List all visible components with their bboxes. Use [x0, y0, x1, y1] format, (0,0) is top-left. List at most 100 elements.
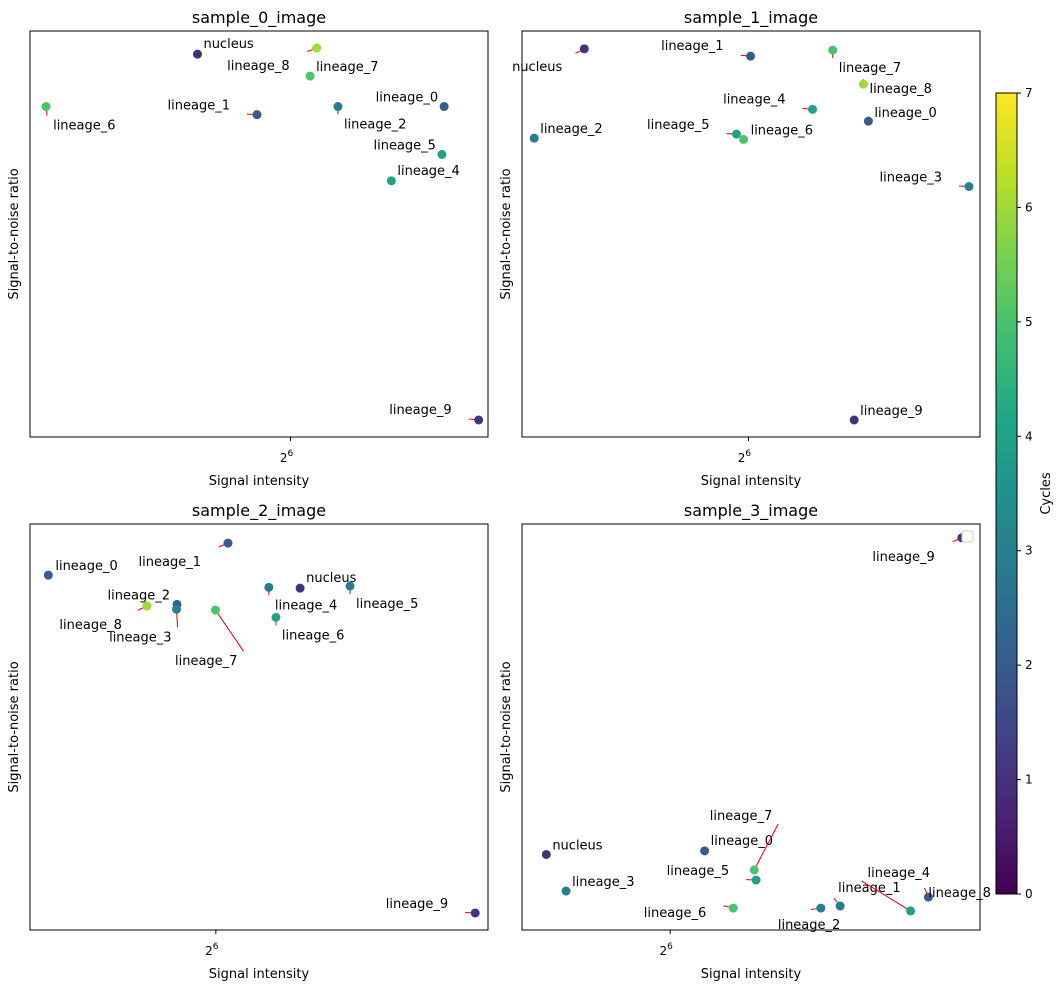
- x-tick-label: 26: [738, 449, 752, 465]
- scatter-point-lineage_4: [808, 104, 818, 114]
- scatter-point-lineage_7: [305, 71, 315, 81]
- scatter-point-lineage_4: [906, 906, 916, 916]
- x-axis-label: Signal intensity: [701, 474, 802, 489]
- scatter-point-lineage_8: [312, 43, 322, 53]
- subplot-1: sample_1_image Signal intensity Signal-to-…: [499, 8, 981, 489]
- point-label: lineage_1: [168, 99, 230, 114]
- colorbar-tick-label: 3: [1025, 544, 1033, 558]
- colorbar-gradient: [996, 93, 1017, 894]
- scatter-point-lineage_0: [700, 846, 710, 856]
- scatter-point-lineage_0: [43, 570, 53, 580]
- point-label: lineage_6: [282, 628, 344, 643]
- scatter-point-lineage_2: [816, 903, 826, 913]
- leader-line: [215, 609, 244, 652]
- point-label: nucleus: [512, 60, 562, 75]
- colorbar-tick-label: 6: [1025, 200, 1033, 214]
- scatter-point-lineage_4: [264, 582, 274, 592]
- scatter-point-lineage_6: [739, 134, 749, 144]
- colorbar-tick-label: 7: [1025, 86, 1033, 100]
- scatter-point-lineage_5: [731, 129, 741, 139]
- point-label: lineage_1: [661, 39, 723, 54]
- scatter-point-lineage_2: [529, 133, 539, 143]
- y-axis-label: Signal-to-noise ratio: [7, 661, 22, 792]
- x-tick-label: 26: [205, 942, 219, 958]
- point-label: lineage_1: [838, 881, 900, 896]
- scatter-point-lineage_3: [561, 886, 571, 896]
- scatter-point-lineage_4: [386, 176, 396, 186]
- point-label: lineage_9: [386, 897, 448, 912]
- axes-frame: [29, 523, 489, 931]
- scatter-point-lineage_8: [858, 79, 868, 89]
- scatter-point-lineage_3: [964, 181, 974, 191]
- point-label: lineage_4: [275, 598, 337, 613]
- scatter-point-lineage_8: [923, 892, 933, 902]
- colorbar: 0 1 2 3 4 5 6 7 Cycles: [995, 86, 1054, 901]
- point-label: nucleus: [552, 838, 602, 853]
- point-label: lineage_0: [55, 559, 117, 574]
- x-tick-label: 26: [280, 449, 294, 465]
- scatter-point-lineage_8: [142, 601, 152, 611]
- point-label: lineage_6: [644, 906, 706, 921]
- scatter-point-lineage_9: [474, 415, 484, 425]
- scatter-point-lineage_6: [271, 612, 281, 622]
- colorbar-tick-label: 1: [1025, 773, 1033, 787]
- point-label: lineage_3: [880, 170, 942, 185]
- leader-line: [753, 823, 779, 871]
- point-label: lineage_4: [397, 164, 459, 179]
- point-label: lineage_2: [344, 118, 406, 133]
- scatter-point-nucleus: [579, 44, 589, 54]
- point-label: lineage_4: [868, 866, 930, 881]
- subplot-title: sample_1_image: [684, 8, 818, 28]
- scatter-point-lineage_1: [746, 51, 756, 61]
- point-label: lineage_8: [59, 618, 121, 633]
- scatter-point-lineage_0: [439, 102, 449, 112]
- subplot-2: sample_2_image Signal intensity Signal-to-…: [7, 501, 489, 982]
- subplot-3: sample_3_image Signal intensity Signal-to-…: [499, 501, 991, 982]
- colorbar-tick-label: 0: [1025, 887, 1033, 901]
- axes-frame: [29, 30, 489, 438]
- point-label: lineage_9: [872, 550, 934, 565]
- point-label: lineage_7: [710, 809, 772, 824]
- scatter-point-lineage_5: [437, 149, 447, 159]
- y-axis-label: Signal-to-noise ratio: [7, 168, 22, 299]
- subplot-title: sample_3_image: [684, 501, 818, 521]
- y-axis-label: Signal-to-noise ratio: [499, 168, 514, 299]
- point-label: lineage_3: [572, 875, 634, 890]
- point-label: lineage_4: [723, 92, 785, 107]
- point-label: lineage_8: [928, 886, 990, 901]
- leader-line: [861, 880, 911, 912]
- point-label: lineage_9: [389, 403, 451, 418]
- point-label: nucleus: [306, 571, 356, 586]
- point-label: lineage_7: [839, 61, 901, 76]
- point-label: lineage_8: [227, 59, 289, 74]
- point-label: lineage_0: [376, 91, 438, 106]
- scatter-point-lineage_5: [751, 875, 761, 885]
- scatter-point-lineage_3: [172, 604, 182, 614]
- axes-frame: [521, 30, 981, 438]
- scatter-point-nucleus: [541, 849, 551, 859]
- point-label: lineage_2: [108, 588, 170, 603]
- subplots: sample_0_image Signal intensity Signal-to-…: [7, 8, 991, 982]
- y-axis-label: Signal-to-noise ratio: [499, 661, 514, 792]
- point-label: lineage_8: [869, 82, 931, 97]
- point-label: lineage_0: [711, 834, 773, 849]
- point-label: lineage_2: [540, 122, 602, 137]
- scatter-point-lineage_9: [470, 908, 480, 918]
- scatter-point-lineage_7: [828, 45, 838, 55]
- scatter-point-nucleus: [192, 49, 202, 59]
- scatter-point-lineage_7: [210, 605, 220, 615]
- scatter-point-lineage_6: [728, 903, 738, 913]
- point-label: lineage_7: [316, 60, 378, 75]
- scatter-point-lineage_1: [252, 110, 262, 120]
- subplot-0: sample_0_image Signal intensity Signal-to-…: [7, 8, 489, 489]
- point-label: lineage_0: [874, 106, 936, 121]
- colorbar-tick-label: 2: [1025, 658, 1033, 672]
- point-label: lineage_1: [139, 555, 201, 570]
- colorbar-frame: [995, 92, 1018, 895]
- scatter-point-lineage_5: [345, 581, 355, 591]
- scatter-point-lineage_2: [333, 102, 343, 112]
- colorbar-label: Cycles: [1039, 472, 1054, 515]
- point-label: nucleus: [203, 37, 253, 52]
- point-label: lineage_6: [751, 123, 813, 138]
- point-label: lineage_9: [860, 404, 922, 419]
